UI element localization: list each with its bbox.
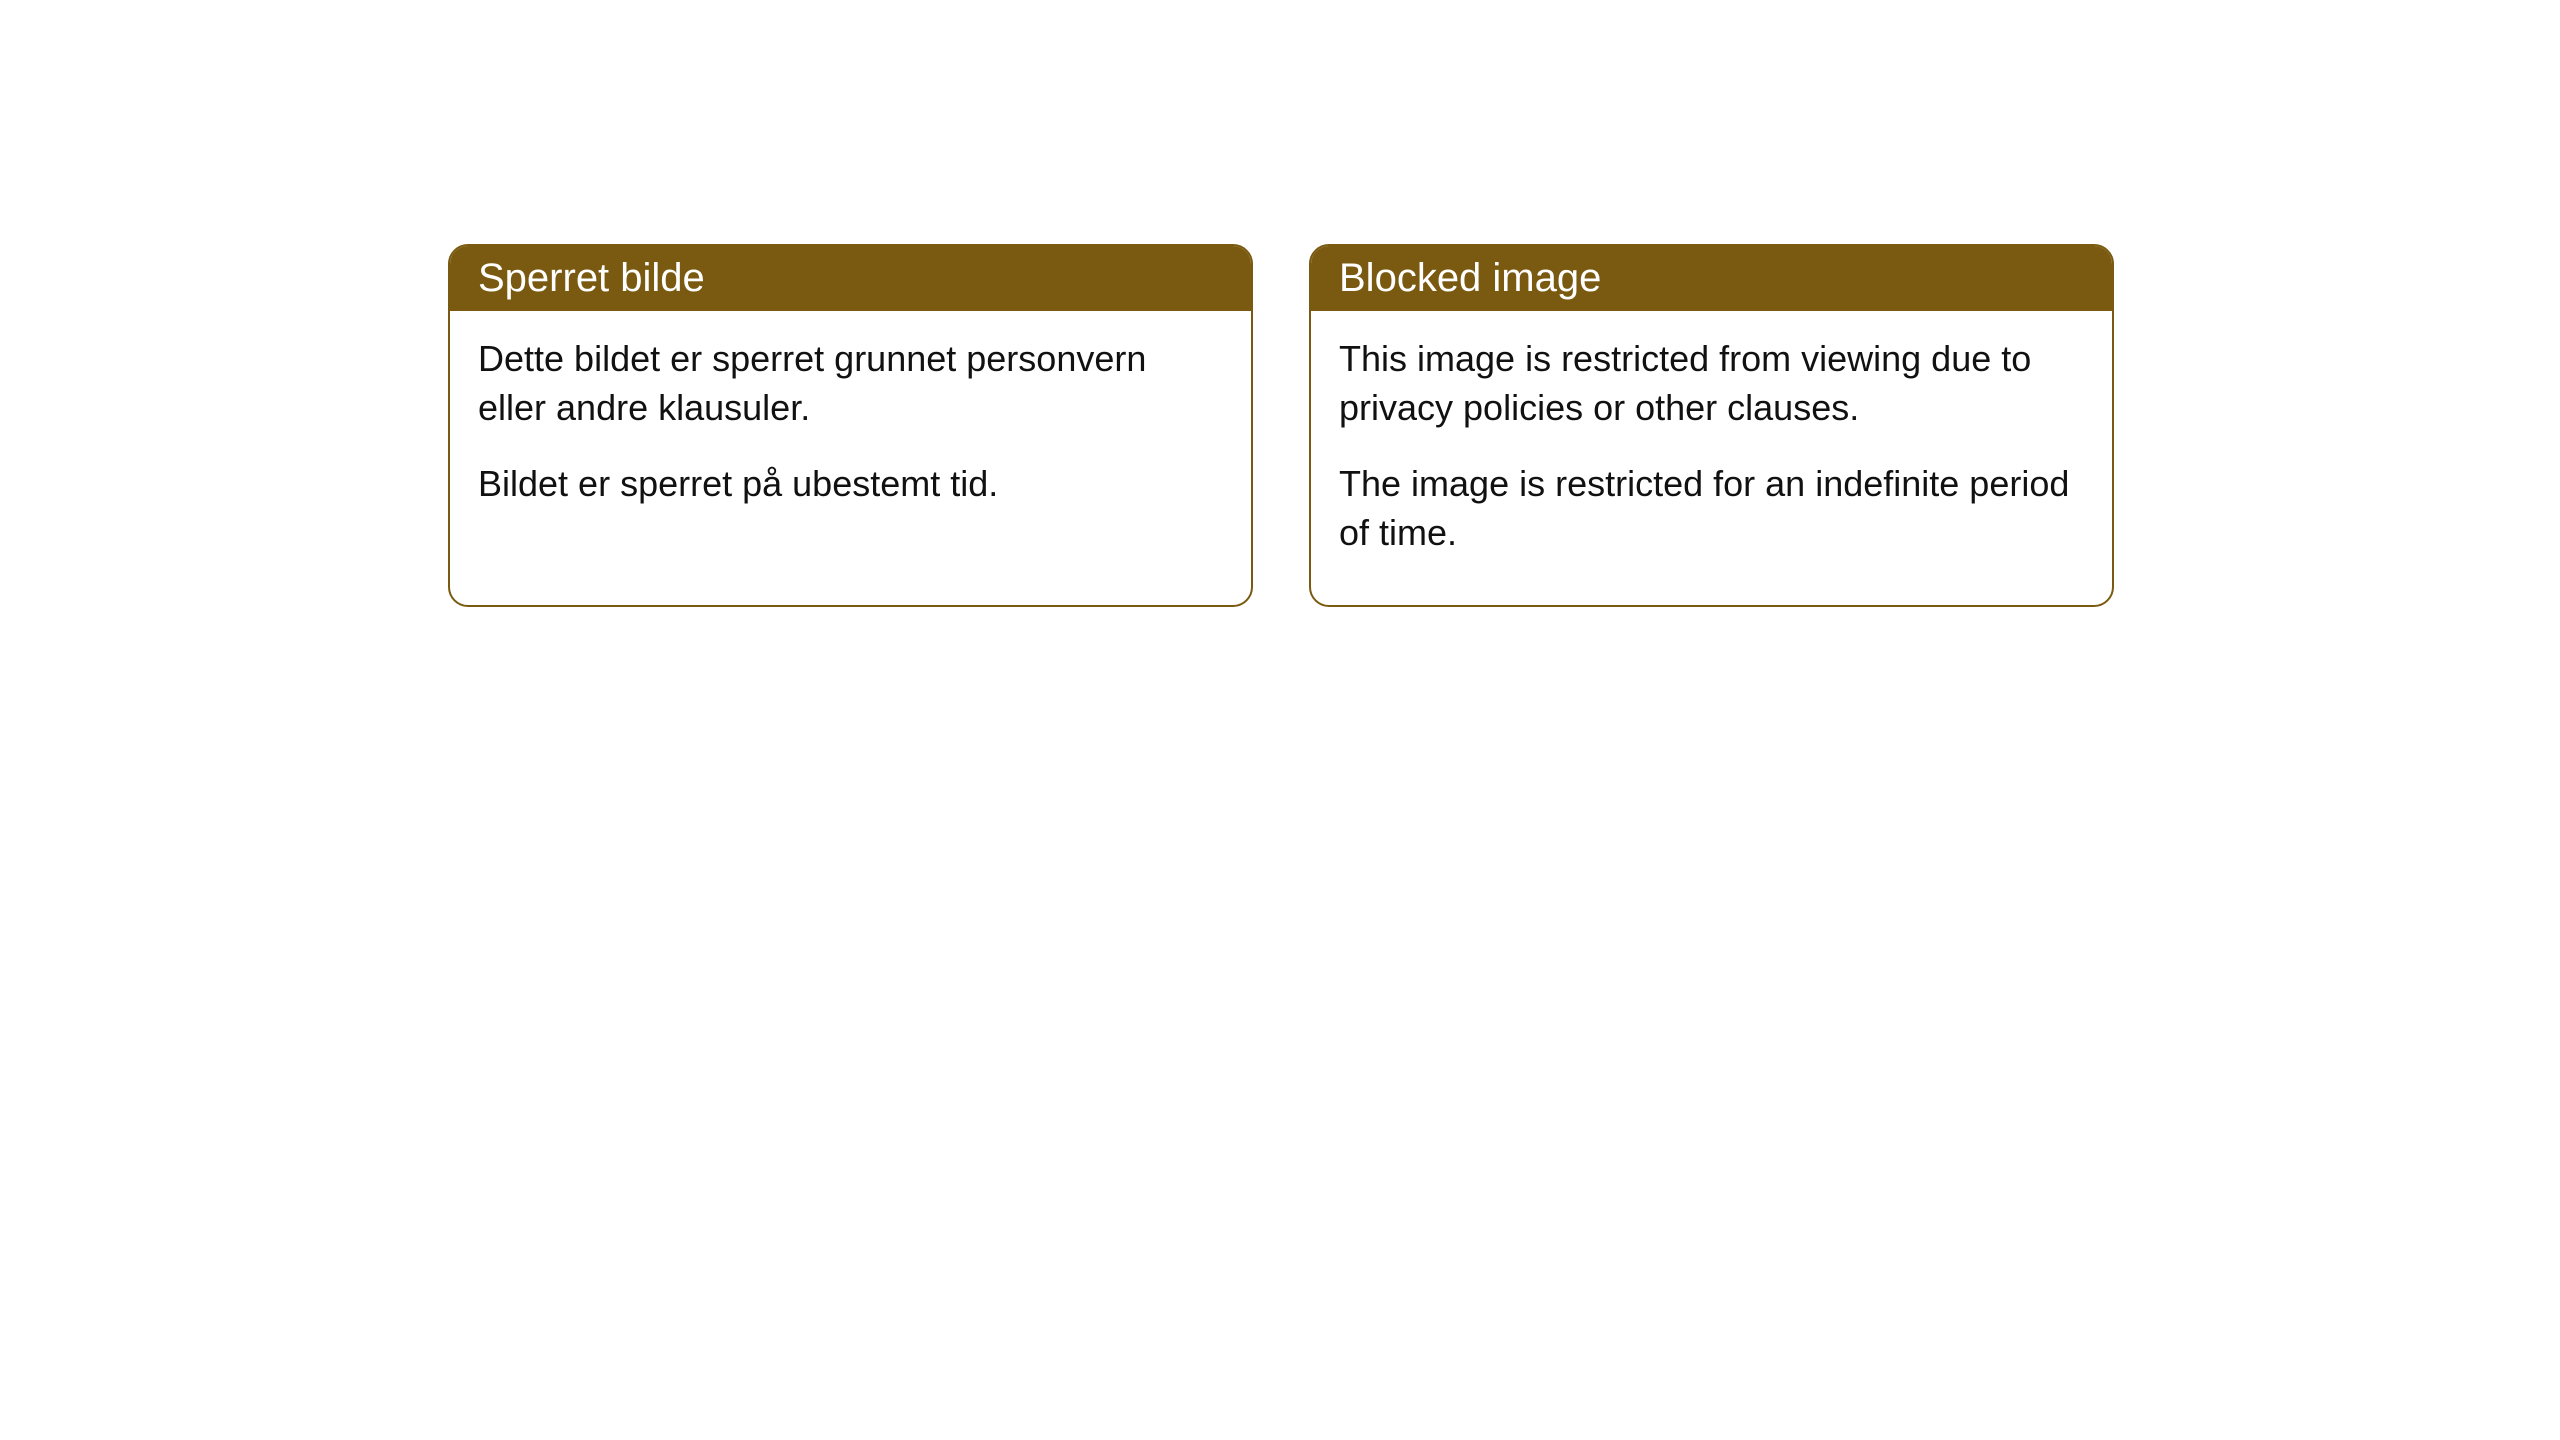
card-header-no: Sperret bilde <box>450 246 1251 311</box>
card-paragraph-en-1: This image is restricted from viewing du… <box>1339 335 2084 432</box>
card-body-en: This image is restricted from viewing du… <box>1311 311 2112 605</box>
card-paragraph-no-1: Dette bildet er sperret grunnet personve… <box>478 335 1223 432</box>
card-header-en: Blocked image <box>1311 246 2112 311</box>
card-title-en: Blocked image <box>1339 256 1601 300</box>
card-paragraph-en-2: The image is restricted for an indefinit… <box>1339 460 2084 557</box>
card-paragraph-no-2: Bildet er sperret på ubestemt tid. <box>478 460 1223 509</box>
notice-cards-container: Sperret bilde Dette bildet er sperret gr… <box>0 0 2560 607</box>
card-body-no: Dette bildet er sperret grunnet personve… <box>450 311 1251 557</box>
blocked-image-card-no: Sperret bilde Dette bildet er sperret gr… <box>448 244 1253 607</box>
blocked-image-card-en: Blocked image This image is restricted f… <box>1309 244 2114 607</box>
card-title-no: Sperret bilde <box>478 256 705 300</box>
